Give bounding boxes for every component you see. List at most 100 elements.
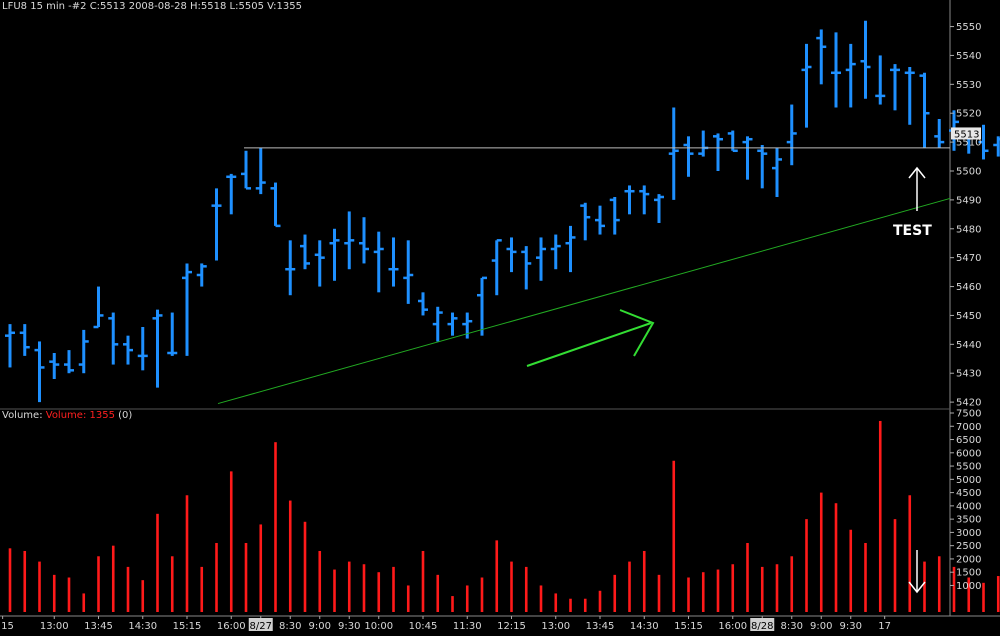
svg-text:14:30: 14:30 [128,621,157,632]
volume-bar [746,543,749,612]
volume-bar [288,500,292,612]
svg-text:9:00: 9:00 [309,621,331,632]
price-bar [890,64,900,111]
last-price-tag: 5513 [954,129,979,140]
price-bar [78,329,89,374]
volume-bar [52,574,56,612]
price-bar [875,55,886,105]
volume-bar [569,598,572,612]
price-tick-label: 5550 [956,22,981,33]
volume-bar [790,556,794,612]
price-bar [300,234,310,270]
last-price-tag-bg [951,127,981,140]
tag: -#2 [68,1,87,12]
volume-bar [318,550,322,612]
volume-bar [156,513,159,612]
svg-text:13:00: 13:00 [541,621,570,632]
volume-bar [259,524,263,612]
volume-bar [672,460,676,612]
price-bar [447,312,458,336]
x-tick-label: 16:00 [217,616,246,632]
price-bar [93,286,104,329]
volume-bar [657,574,661,612]
svg-text:14:30: 14:30 [630,621,659,632]
volume-bar [908,495,912,612]
price-bar [137,327,148,371]
price-bar [432,306,443,342]
price-bar [196,263,207,287]
price-bar [904,67,915,125]
volume-bar [436,574,440,612]
volume-bar [598,590,602,612]
volume-tick-label: 2500 [956,541,981,552]
volume-bar [805,519,808,612]
price-bar [831,32,841,108]
volume-header: Volume: Volume: 1355 (0) [2,410,132,421]
price-bar [211,188,222,261]
volume-bar [392,566,395,612]
x-tick-label: 14:30 [128,616,157,632]
interval: 15 min [30,1,65,12]
x-tick-label: 13:00 [40,616,69,632]
volume-tick-label: 4500 [956,488,981,499]
x-tick-label: 13:45 [84,616,113,632]
volume-paren: (0) [118,410,133,421]
x-tick-label: 15:15 [173,616,202,632]
svg-text:13:00: 13:00 [40,621,69,632]
svg-text:16:00: 16:00 [217,621,246,632]
low-value: L:5505 [229,1,264,12]
volume-bar [864,543,867,612]
volume-bar [23,550,27,612]
x-tick-label: 9:00 [309,616,331,632]
volume-bar [185,495,189,612]
volume-bar [38,561,41,612]
volume-bar [97,556,100,612]
volume-bar [406,585,410,612]
volume-bar [510,561,513,612]
price-tick-label: 5450 [956,311,981,322]
volume-bar [465,585,469,612]
price-bar [860,20,871,99]
x-tick-label: 10:00 [364,616,393,632]
price-bar [624,185,635,215]
volume-label: Volume: [2,410,43,421]
price-bar [565,225,576,273]
volume-bar [82,593,86,612]
price-bar [816,29,827,85]
price-bar [713,133,723,171]
svg-text:16:00: 16:00 [718,621,747,632]
volume-bar [229,471,233,612]
volume-bar [642,550,646,612]
volume-bar [111,545,115,612]
volume-bar [775,564,779,612]
price-bar [698,130,709,157]
volume-bar [524,566,528,612]
price-bar [580,202,591,241]
svg-text:13:45: 13:45 [586,621,615,632]
price-bar [506,237,517,273]
price-bar [491,239,502,296]
volume-bar [849,529,853,612]
price-tick-label: 5430 [956,369,981,380]
volume-bar [495,540,499,612]
svg-text:15:15: 15:15 [173,621,202,632]
price-bar [123,335,133,365]
volume-bar [760,566,764,612]
chart-header: LFU8 15 min -#2 C:5513 2008-08-28 H:5518… [2,1,302,12]
price-bar [373,231,384,293]
x-tick-label: 11:30 [453,616,482,632]
x-date-label: 8/27 [248,616,273,632]
price-bar [595,205,605,235]
price-tick-label: 5470 [956,253,981,264]
price-bar [654,194,664,223]
svg-text:10:45: 10:45 [409,621,438,632]
high-value: H:5518 [190,1,227,12]
volume-bar [613,574,617,612]
close-value: C:5513 [89,1,126,12]
volume-bar [200,566,204,612]
bar-date: 2008-08-28 [128,1,187,12]
price-tick-label: 5420 [956,398,981,409]
volume-bar [893,519,897,612]
price-bar [108,312,119,365]
volume-tick-label: 1000 [956,581,981,592]
